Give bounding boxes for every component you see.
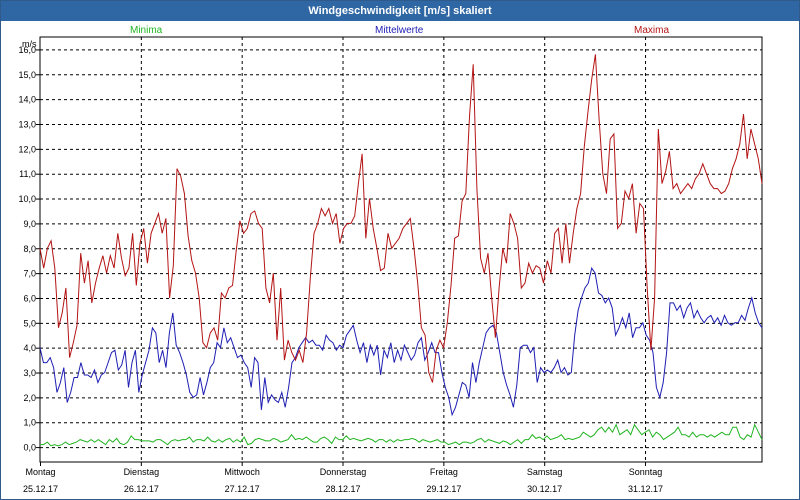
series-line-minima <box>40 423 763 447</box>
y-tick-label: 10,0 <box>18 194 36 204</box>
y-tick-label: 14,0 <box>18 95 36 105</box>
y-tick-label: 1,0 <box>23 418 36 428</box>
y-tick-label: 7,0 <box>23 269 36 279</box>
legend-mittelwerte: Mittelwerte <box>375 25 424 36</box>
x-date-label: 30.12.17 <box>527 484 562 494</box>
x-day-label: Donnerstag <box>320 467 367 477</box>
x-date-label: 27.12.17 <box>225 484 260 494</box>
y-tick-label: 2,0 <box>23 393 36 403</box>
y-tick-label: 16,0 <box>18 45 36 55</box>
x-date-label: 25.12.17 <box>23 484 58 494</box>
legend-maxima: Maxima <box>634 25 670 36</box>
y-tick-label: 0,0 <box>23 443 36 453</box>
x-day-label: Mittwoch <box>224 467 260 477</box>
x-day-label: Montag <box>25 467 55 477</box>
x-date-label: 26.12.17 <box>124 484 159 494</box>
y-axis-unit: m/s <box>22 39 37 49</box>
x-date-label: 29.12.17 <box>426 484 461 494</box>
y-tick-label: 3,0 <box>23 368 36 378</box>
legend-minima: Minima <box>130 25 163 36</box>
x-day-label: Freitag <box>430 467 458 477</box>
x-date-label: 28.12.17 <box>325 484 360 494</box>
y-tick-label: 12,0 <box>18 144 36 154</box>
y-tick-label: 15,0 <box>18 70 36 80</box>
series-line-mittelwerte <box>39 266 763 417</box>
x-day-label: Samstag <box>527 467 563 477</box>
y-tick-label: 8,0 <box>23 244 36 254</box>
x-day-label: Dienstag <box>124 467 160 477</box>
y-tick-label: 6,0 <box>23 293 36 303</box>
y-tick-label: 11,0 <box>19 169 36 179</box>
y-tick-label: 5,0 <box>23 318 36 328</box>
series-line-maxima <box>39 54 763 383</box>
y-tick-label: 9,0 <box>23 219 36 229</box>
x-date-label: 31.12.17 <box>628 484 663 494</box>
x-day-label: Sonntag <box>629 467 663 477</box>
y-tick-label: 13,0 <box>18 119 36 129</box>
chart-title: Windgeschwindigkeit [m/s] skaliert <box>1 1 799 21</box>
y-tick-label: 4,0 <box>23 343 36 353</box>
